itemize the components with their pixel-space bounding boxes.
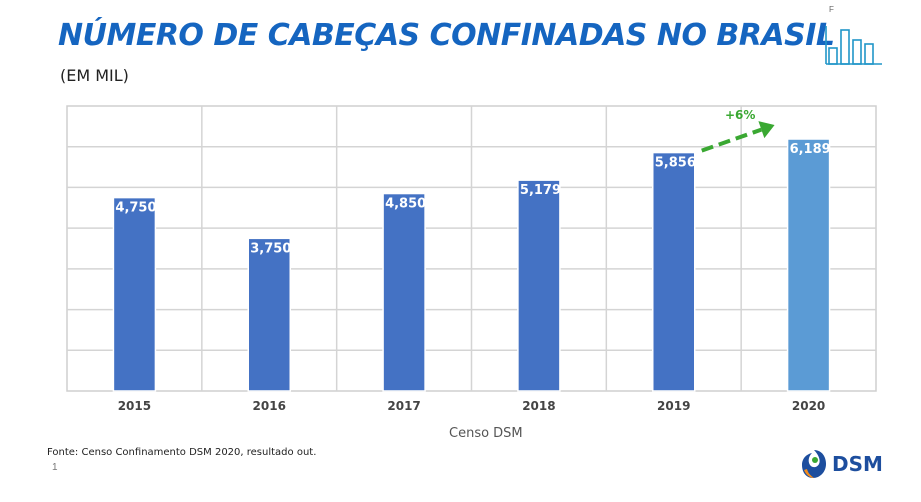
bar-2017 — [382, 192, 426, 392]
x-tick-label-2015: 2015 — [118, 399, 151, 413]
data-label-2020: 6,189 — [790, 142, 831, 157]
dsm-logo-icon — [802, 450, 826, 478]
data-label-2019: 5,856 — [655, 156, 696, 171]
page-title: NÚMERO DE CABEÇAS CONFINADAS NO BRASIL — [58, 18, 835, 53]
bar-2020 — [786, 138, 831, 392]
bar-2019 — [652, 151, 696, 392]
data-label-2017: 4,850 — [385, 197, 426, 212]
x-tick-label-2016: 2016 — [253, 399, 286, 413]
growth-annotation-label: +6% — [725, 108, 755, 122]
growth-arrow-line — [701, 127, 763, 153]
bar-2016 — [247, 237, 291, 392]
x-tick-label-2018: 2018 — [522, 399, 555, 413]
bar-chart-icon — [825, 26, 882, 65]
x-tick-label-2020: 2020 — [792, 399, 825, 413]
growth-arrow-head — [758, 121, 775, 139]
page-subtitle: (EM MIL) — [60, 66, 129, 85]
x-tick-label-2019: 2019 — [657, 399, 690, 413]
dsm-logo-text: DSM — [832, 452, 883, 476]
page-number: 1 — [52, 462, 58, 473]
bar-2018 — [517, 179, 561, 392]
data-label-2018: 5,179 — [520, 183, 561, 198]
x-tick-label-2017: 2017 — [387, 399, 420, 413]
chart-caption: Censo DSM — [449, 426, 523, 441]
data-label-2015: 4,750 — [115, 201, 156, 216]
bar-2015 — [112, 196, 157, 392]
source-note: Fonte: Censo Confinamento DSM 2020, resu… — [47, 447, 317, 458]
corner-letter: F — [829, 5, 834, 14]
data-label-2016: 3,750 — [250, 241, 291, 256]
dsm-logo: DSM — [800, 448, 883, 480]
bar-chart: 4,750 2015 3,750 2016 4,850 2017 5,179 2018 5,85… — [66, 105, 877, 413]
